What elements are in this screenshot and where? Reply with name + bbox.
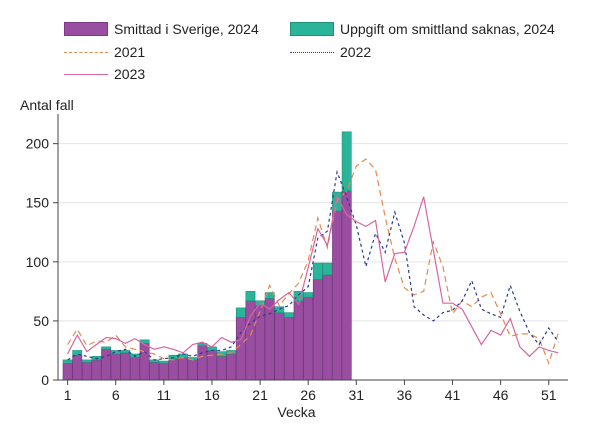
- bar-uppgift: [158, 360, 169, 364]
- legend-item-2021: 2021: [64, 44, 145, 60]
- legend-line-2022: [290, 51, 334, 53]
- x-tick-label: 41: [445, 387, 461, 403]
- bar-smittad: [91, 359, 102, 381]
- bar-smittad: [284, 317, 294, 381]
- bar-smittad: [187, 359, 198, 381]
- legend-swatch-smittad: [64, 22, 108, 36]
- x-tick-label: 21: [252, 387, 268, 403]
- y-tick-label: 150: [26, 195, 50, 211]
- bar-smittad: [149, 361, 160, 381]
- bar-uppgift: [101, 346, 112, 350]
- bar-uppgift: [81, 359, 92, 363]
- x-tick-label: 51: [541, 387, 557, 403]
- x-axis-label: Vecka: [277, 404, 316, 420]
- bar-uppgift: [274, 306, 285, 313]
- bar-smittad: [120, 352, 131, 381]
- bar-uppgift: [110, 350, 121, 355]
- bar-smittad: [274, 312, 285, 381]
- bar-smittad: [264, 298, 275, 381]
- bar-uppgift: [72, 350, 83, 356]
- bar-smittad: [72, 354, 83, 381]
- legend: Smittad i Sverige, 2024 Uppgift om smitt…: [0, 0, 593, 95]
- bar-smittad: [322, 274, 333, 381]
- bar-smittad: [158, 363, 169, 381]
- bar-smittad: [101, 348, 112, 381]
- bar-uppgift: [120, 350, 131, 354]
- bar-smittad: [293, 300, 304, 381]
- bar-uppgift: [303, 292, 314, 298]
- x-tick-label: 31: [349, 387, 365, 403]
- y-tick-label: 0: [41, 372, 49, 388]
- legend-label-uppgift: Uppgift om smittland saknas, 2024: [340, 21, 555, 37]
- bar-smittad: [130, 357, 140, 381]
- y-axis-label: Antal fall: [20, 97, 74, 113]
- y-tick-label: 200: [26, 136, 50, 152]
- legend-item-2023: 2023: [64, 66, 145, 82]
- bar-smittad: [216, 356, 227, 381]
- line-2022: [67, 169, 559, 361]
- y-tick-label: 50: [33, 313, 49, 329]
- bar-smittad: [62, 363, 73, 381]
- bar-smittad: [312, 279, 323, 381]
- bar-smittad: [178, 357, 189, 381]
- x-tick-label: 1: [64, 387, 72, 403]
- legend-label-2021: 2021: [114, 44, 146, 60]
- legend-line-2021: [64, 51, 108, 53]
- bar-smittad: [139, 343, 150, 381]
- bar-uppgift: [62, 359, 73, 364]
- bar-uppgift: [293, 291, 304, 302]
- legend-item-smittad: Smittad i Sverige, 2024: [64, 21, 259, 37]
- bar-smittad: [197, 345, 208, 381]
- legend-label-2022: 2022: [340, 44, 372, 60]
- bar-smittad: [168, 358, 179, 381]
- bar-smittad: [235, 317, 246, 381]
- bar-smittad: [341, 190, 352, 381]
- bar-smittad: [332, 210, 342, 381]
- x-tick-label: 46: [493, 387, 509, 403]
- y-tick-label: 100: [26, 254, 50, 270]
- x-tick-label: 16: [204, 387, 220, 403]
- legend-label-smittad: Smittad i Sverige, 2024: [114, 21, 259, 37]
- bar-uppgift: [341, 131, 352, 192]
- x-tick-label: 11: [157, 387, 172, 403]
- bar-smittad: [110, 353, 121, 381]
- line-2023: [67, 195, 559, 358]
- x-tick-label: 36: [397, 387, 413, 403]
- line-2021: [67, 158, 559, 366]
- legend-item-2022: 2022: [290, 44, 371, 60]
- bar-uppgift: [284, 312, 294, 318]
- bar-uppgift: [312, 262, 323, 280]
- bar-uppgift: [322, 262, 333, 276]
- legend-swatch-uppgift: [290, 22, 334, 36]
- legend-item-uppgift: Uppgift om smittland saknas, 2024: [290, 21, 555, 37]
- x-tick-label: 6: [112, 387, 120, 403]
- bar-uppgift: [245, 291, 256, 302]
- x-tick-label: 26: [300, 387, 316, 403]
- bar-smittad: [81, 361, 92, 381]
- bar-uppgift: [235, 307, 246, 318]
- bar-smittad: [303, 296, 314, 381]
- legend-line-2023: [64, 73, 108, 75]
- legend-label-2023: 2023: [114, 66, 146, 82]
- bar-smittad: [226, 353, 237, 381]
